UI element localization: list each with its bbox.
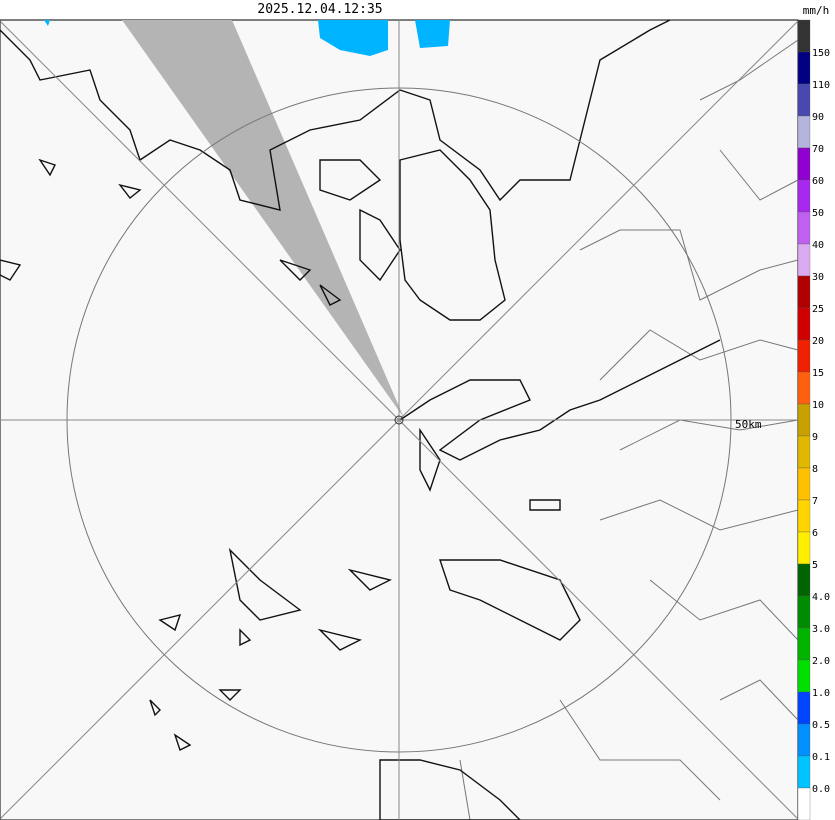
legend-swatch xyxy=(797,147,811,181)
legend-label: 60 xyxy=(812,176,824,187)
legend-label: 20 xyxy=(812,336,824,347)
legend-label: 8 xyxy=(812,464,818,475)
small-islands xyxy=(0,158,342,306)
legend-swatch xyxy=(797,627,811,661)
legend-label: 0.0 xyxy=(812,784,830,795)
legend-swatch xyxy=(797,83,811,117)
unit-label: mm/h xyxy=(803,4,830,17)
legend-swatch xyxy=(797,275,811,309)
legend-swatch xyxy=(797,307,811,341)
legend-label: 110 xyxy=(812,80,830,91)
legend-label: 40 xyxy=(812,240,824,251)
legend-swatch xyxy=(797,723,811,757)
legend-swatch xyxy=(797,243,811,277)
legend-swatch xyxy=(797,19,811,53)
legend-label: 150 xyxy=(812,48,830,59)
radar-site xyxy=(394,415,404,425)
legend-label: 5 xyxy=(812,560,818,571)
timestamp: 2025.12.04.12:35 xyxy=(257,2,382,17)
legend-label: 2.0 xyxy=(812,656,830,667)
legend-swatch xyxy=(797,755,811,789)
range-label: 50km xyxy=(735,418,762,431)
legend-swatch xyxy=(797,371,811,405)
legend-swatch xyxy=(797,531,811,565)
coast-south xyxy=(149,339,721,820)
legend-swatch xyxy=(797,691,811,725)
legend-label: 9 xyxy=(812,432,818,443)
legend-label: 10 xyxy=(812,400,824,411)
legend-label: 90 xyxy=(812,112,824,123)
legend-label: 1.0 xyxy=(812,688,830,699)
legend-swatch xyxy=(797,595,811,629)
color-legend: 150 110 90 70 60 50 40 30 25 20 15 10 9 8 7 6 5 4.0 3.0 2.0… xyxy=(797,19,830,820)
admin-borders xyxy=(459,39,799,820)
axis-line xyxy=(0,20,799,820)
legend-swatch xyxy=(797,787,811,820)
blocked-sector xyxy=(122,20,404,418)
legend-swatch xyxy=(797,499,811,533)
legend-swatch xyxy=(797,179,811,213)
legend-swatch xyxy=(797,115,811,149)
legend-label: 0.5 xyxy=(812,720,830,731)
rain-echo xyxy=(44,20,450,56)
legend-swatch xyxy=(797,659,811,693)
legend-label: 3.0 xyxy=(812,624,830,635)
legend-swatch xyxy=(797,51,811,85)
legend-label: 15 xyxy=(812,368,824,379)
legend-swatch xyxy=(797,211,811,245)
islands xyxy=(319,149,506,321)
legend-swatch xyxy=(797,403,811,437)
legend-label: 7 xyxy=(812,496,818,507)
coastline xyxy=(0,19,671,211)
legend-label: 50 xyxy=(812,208,824,219)
legend-swatch xyxy=(797,435,811,469)
legend-swatch xyxy=(797,339,811,373)
legend-swatch xyxy=(797,467,811,501)
map: 50km xyxy=(0,19,799,820)
legend-label: 25 xyxy=(812,304,824,315)
legend-label: 70 xyxy=(812,144,824,155)
legend-label: 0.1 xyxy=(812,752,830,763)
legend-label: 30 xyxy=(812,272,824,283)
legend-label: 4.0 xyxy=(812,592,830,603)
legend-label: 6 xyxy=(812,528,818,539)
legend-swatch xyxy=(797,563,811,597)
